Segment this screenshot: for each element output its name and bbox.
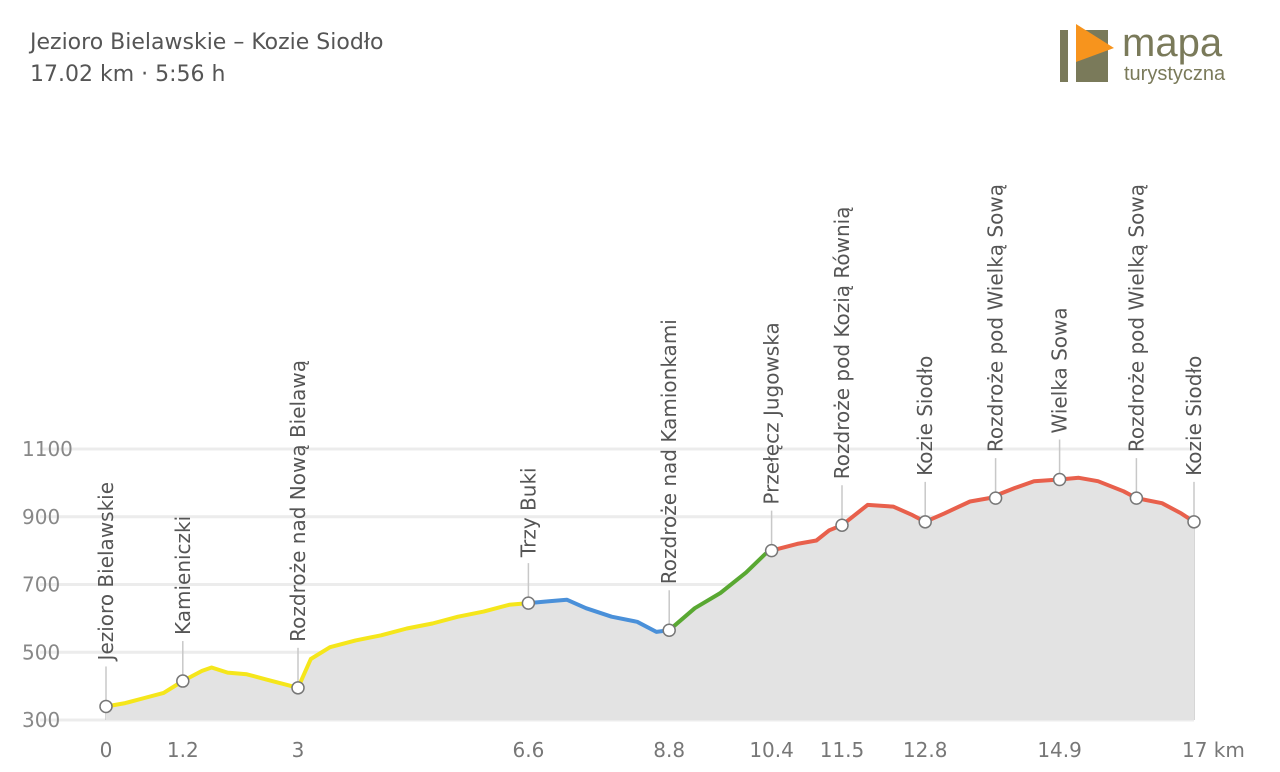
waypoint-marker-1 xyxy=(176,674,190,688)
waypoint-marker-7 xyxy=(918,515,932,529)
x-tick-label: 11.5 xyxy=(820,738,865,762)
x-tick-label: 17 km xyxy=(1182,738,1245,762)
route-summary: 17.02 km · 5:56 h xyxy=(30,62,226,87)
logo-mark-flag xyxy=(1076,24,1114,62)
x-tick-label: 8.8 xyxy=(653,738,685,762)
waypoint-label-6: Rozdroże pod Kozią Równią xyxy=(830,207,854,480)
waypoint-marker-11 xyxy=(1187,515,1201,529)
waypoint-marker-6 xyxy=(835,518,849,532)
waypoint-marker-0 xyxy=(99,699,113,714)
waypoint-label-8: Rozdroże pod Wielką Sową xyxy=(984,184,1008,452)
waypoint-marker-9 xyxy=(1052,472,1067,487)
logo-word-mapa: mapa xyxy=(1122,21,1223,65)
x-tick-label: 0 xyxy=(100,738,113,762)
waypoint-marker-3 xyxy=(521,596,536,610)
waypoint-label-4: Rozdroże nad Kamionkami xyxy=(657,319,681,584)
waypoint-label-1: Kamieniczki xyxy=(171,516,195,635)
logo-word-turystyczna: turystyczna xyxy=(1124,63,1226,85)
waypoint-marker-4 xyxy=(662,623,676,637)
waypoint-label-3: Trzy Buki xyxy=(516,467,540,558)
mapa-turystyczna-logo[interactable]: mapa turystyczna xyxy=(1058,18,1258,88)
waypoint-labels: Jezioro Bielawskie Kamieniczki Rozdroże na… xyxy=(94,184,1206,662)
x-tick-label: 14.9 xyxy=(1037,738,1082,762)
x-tick-label: 1.2 xyxy=(167,738,199,762)
elevation-area xyxy=(106,477,1194,720)
y-axis: 300 500 700 900 1100 xyxy=(22,437,73,732)
waypoint-markers xyxy=(99,472,1201,714)
x-tick-label: 3 xyxy=(292,738,305,762)
waypoint-label-7: Kozie Siodło xyxy=(913,356,937,476)
waypoint-marker-10 xyxy=(1129,491,1144,505)
waypoint-label-0: Jezioro Bielawskie xyxy=(94,482,118,663)
waypoint-label-9: Wielka Sowa xyxy=(1048,307,1072,433)
waypoint-label-2: Rozdroże nad Nową Bielawą xyxy=(286,360,310,642)
waypoint-marker-2 xyxy=(291,681,305,695)
chart-title: Jezioro Bielawskie – Kozie Siodło xyxy=(30,30,384,55)
y-tick-label: 700 xyxy=(22,573,60,597)
y-tick-label: 900 xyxy=(22,505,60,529)
waypoint-marker-5 xyxy=(764,543,779,558)
x-axis: 0 1.2 3 6.6 8.8 10.4 11.5 12.8 14.9 17 km xyxy=(100,738,1245,762)
y-tick-label: 300 xyxy=(22,708,60,732)
waypoint-label-11: Kozie Siodło xyxy=(1182,356,1206,476)
x-tick-label: 6.6 xyxy=(512,738,544,762)
waypoint-label-5: Przełęcz Jugowska xyxy=(760,322,784,504)
x-tick-label: 10.4 xyxy=(749,738,794,762)
route-segment-3 xyxy=(769,475,1196,553)
waypoint-marker-8 xyxy=(988,491,1003,505)
x-tick-label: 12.8 xyxy=(903,738,948,762)
logo-mark-cut xyxy=(1068,30,1076,82)
route-segment-1 xyxy=(526,597,672,634)
y-tick-label: 500 xyxy=(22,640,60,664)
waypoint-label-10: Rozdroże pod Wielką Sową xyxy=(1124,184,1148,452)
y-tick-label: 1100 xyxy=(22,437,73,461)
